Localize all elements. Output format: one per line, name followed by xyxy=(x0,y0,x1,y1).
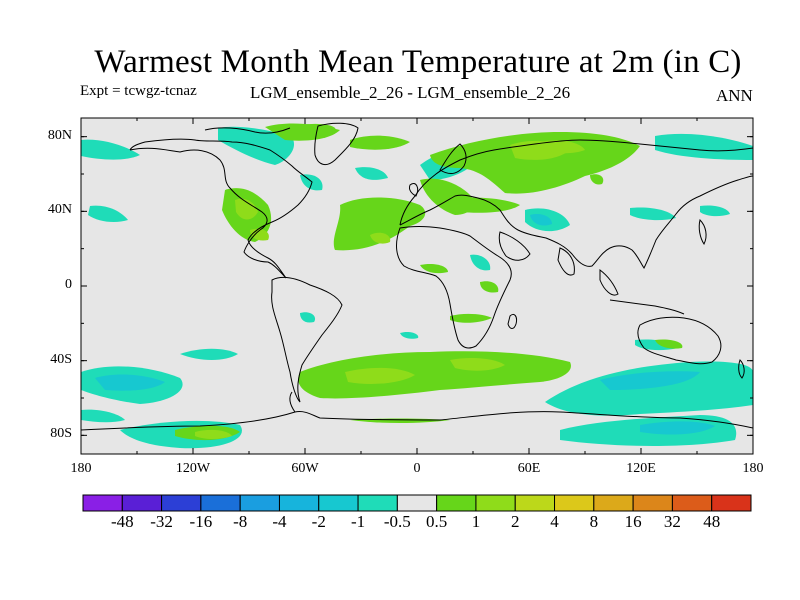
plot-title: Warmest Month Mean Temperature at 2m (in… xyxy=(94,44,742,80)
colorbar-label: -8 xyxy=(233,512,248,531)
colorbar-swatch xyxy=(357,494,398,512)
coast-south-america xyxy=(271,277,343,403)
coast-australia xyxy=(637,316,722,365)
lon-label: 180 xyxy=(70,461,92,476)
colorbar-swatch xyxy=(278,494,320,512)
colorbar-swatch xyxy=(161,494,202,512)
colorbar-label: -32 xyxy=(150,512,173,531)
season-label: ANN xyxy=(716,86,753,105)
axis-ticks xyxy=(80,118,754,454)
colorbar-label: -0.5 xyxy=(383,512,411,531)
colorbar-label: 32 xyxy=(663,512,681,531)
colorbar-label: 2 xyxy=(510,512,520,531)
colorbar-swatch xyxy=(514,494,556,512)
colorbar-swatch xyxy=(436,494,477,512)
colorbar-swatch xyxy=(82,494,123,512)
ensemble-comparison-label: LGM_ensemble_2_26 - LGM_ensemble_2_26 xyxy=(250,83,571,102)
coast-greenland xyxy=(314,122,359,166)
colorbar-swatch xyxy=(671,494,713,512)
colorbar-label: 48 xyxy=(703,512,721,531)
colorbar xyxy=(82,494,752,512)
colorbar-swatch xyxy=(711,494,752,512)
colorbar-swatch xyxy=(593,494,634,512)
experiment-label: Expt = tcwgz-tcnaz xyxy=(80,83,197,99)
strong-negative-anomaly-fill xyxy=(95,214,715,435)
coast-antarctica xyxy=(81,411,753,431)
lon-label: 120W xyxy=(175,461,211,476)
colorbar-label: -2 xyxy=(311,512,326,531)
colorbar-swatch xyxy=(475,494,516,512)
coast-eurasia xyxy=(399,175,753,269)
colorbar-label: -48 xyxy=(110,512,134,531)
coast-africa xyxy=(396,226,512,349)
colorbar-label: -4 xyxy=(272,512,287,531)
lon-label: 180 xyxy=(742,461,764,476)
colorbar-label: -1 xyxy=(350,512,366,531)
colorbar-label: 4 xyxy=(550,512,559,531)
positive-anomaly-fill xyxy=(175,123,683,441)
lon-label: 120E xyxy=(626,461,656,476)
colorbar-swatch xyxy=(200,494,241,512)
colorbar-swatch xyxy=(318,494,359,512)
lat-label: 40S xyxy=(50,351,72,367)
coastlines xyxy=(81,122,753,431)
lon-label: 0 xyxy=(413,461,421,476)
colorbar-label: 16 xyxy=(624,512,642,531)
colorbar-swatch xyxy=(239,494,280,512)
lon-label: 60W xyxy=(291,461,319,476)
colorbar-label: 8 xyxy=(589,512,599,531)
colorbar-swatch xyxy=(632,494,673,512)
colorbar-label: 1 xyxy=(471,512,481,531)
lat-label: 0 xyxy=(65,277,72,292)
lon-label: 60E xyxy=(517,461,541,476)
colorbar-swatch xyxy=(121,494,163,512)
colorbar-label: -16 xyxy=(189,512,213,531)
colorbar-swatch xyxy=(396,494,438,512)
colorbar-swatch xyxy=(554,494,595,512)
lat-label: 80S xyxy=(50,426,72,442)
colorbar-label: 0.5 xyxy=(426,512,448,531)
lat-label: 80N xyxy=(47,127,72,143)
coast-north-america xyxy=(129,138,313,279)
lat-label: 40N xyxy=(47,202,72,218)
moderate-positive-anomaly-fill xyxy=(195,140,585,439)
